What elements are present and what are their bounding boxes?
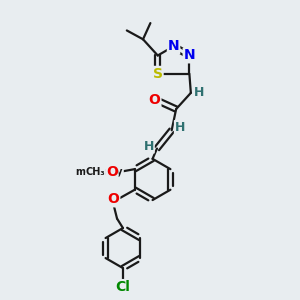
Text: O: O [106,165,118,179]
Text: N: N [168,39,179,53]
Text: methoxy: methoxy [76,167,123,177]
Text: CH₃: CH₃ [86,167,105,177]
Text: H: H [143,140,154,153]
Text: O: O [108,193,119,206]
Text: Cl: Cl [116,280,130,294]
Text: O: O [106,165,118,179]
Text: H: H [175,121,185,134]
Text: H: H [194,86,204,99]
Text: O: O [149,93,161,107]
Text: N: N [184,49,195,62]
Text: S: S [153,67,163,81]
